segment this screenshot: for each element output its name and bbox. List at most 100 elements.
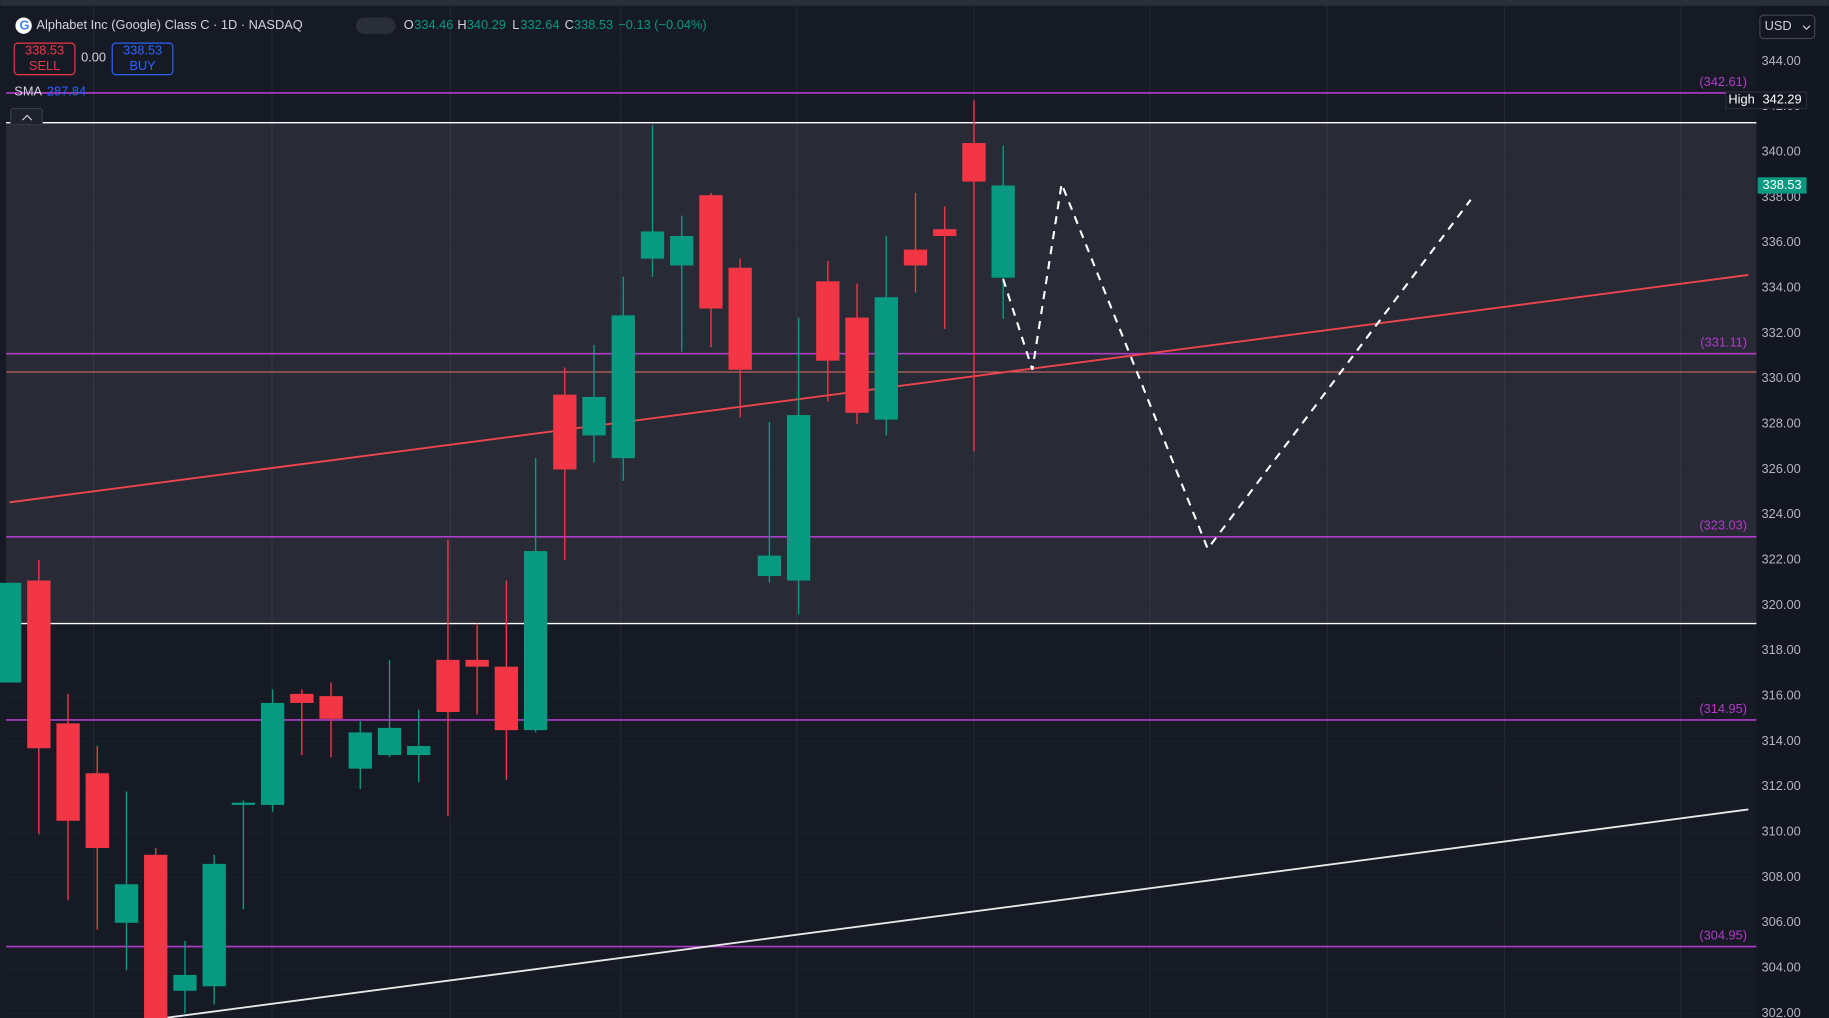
- buy-button[interactable]: [111, 42, 174, 76]
- candle-body: [728, 267, 752, 370]
- trendline: [164, 808, 1749, 1018]
- last-price: 338.53: [1762, 177, 1801, 192]
- candle-body: [699, 195, 723, 309]
- y-tick-label: 334.00: [1762, 280, 1801, 295]
- candle-body: [845, 317, 869, 413]
- candle-body: [144, 854, 168, 1018]
- candle-body: [377, 727, 402, 756]
- ohlc-key: C: [565, 17, 574, 32]
- y-tick-label: 306.00: [1762, 914, 1801, 929]
- candle-body: [494, 666, 519, 731]
- candle-body: [436, 659, 460, 712]
- symbol-title: Alphabet Inc (Google) Class C · 1D · NAS…: [36, 17, 302, 32]
- candle-body: [231, 802, 256, 805]
- y-tick-label: 332.00: [1762, 325, 1801, 340]
- ohlc-key: L: [512, 17, 519, 32]
- axis-labels: 302.00 304.00 306.00 308.00 310.00 312.00 314.…: [1725, 53, 1808, 1018]
- ohlc-key: H: [457, 17, 466, 32]
- y-tick-label: 328.00: [1762, 416, 1801, 431]
- logo: [15, 17, 32, 34]
- change: −0.13 (−0.04%): [618, 17, 706, 32]
- candle-body: [670, 235, 694, 266]
- candle-body: [903, 249, 928, 266]
- ohlc-value: 338.53: [574, 17, 613, 32]
- buy-price: 338.53: [123, 43, 162, 58]
- candle-body: [611, 315, 635, 459]
- y-tick-label: 330.00: [1762, 370, 1801, 385]
- y-tick-label: 324.00: [1762, 506, 1801, 521]
- currency-caret: [1802, 25, 1811, 30]
- buy-label: BUY: [129, 58, 156, 73]
- high-badge: [1725, 91, 1808, 109]
- indicator-name: SMA: [14, 84, 42, 99]
- y-tick-label: 314.00: [1762, 733, 1801, 748]
- currency: USD: [1765, 18, 1792, 33]
- level-label: (304.95): [1699, 927, 1747, 942]
- candle-body: [290, 693, 314, 703]
- candle-body: [991, 185, 1015, 278]
- header: G Alphabet Inc (Google) Class C · 1D · N…: [10, 14, 1816, 126]
- ohlc-value: 340.29: [467, 17, 506, 32]
- high-value: 342.29: [1762, 92, 1801, 107]
- y-tick-label: 310.00: [1762, 824, 1801, 839]
- y-tick-label: 326.00: [1762, 461, 1801, 476]
- ohlc-value: 334.46: [414, 17, 453, 32]
- candle-body: [348, 732, 372, 769]
- candle-body: [56, 723, 80, 821]
- projection: [1002, 179, 1472, 551]
- price-axis: [1756, 5, 1829, 1018]
- y-tick-label: 312.00: [1762, 778, 1801, 793]
- candle-body: [260, 702, 285, 805]
- candle-body: [553, 394, 577, 470]
- candle-body: [757, 555, 782, 576]
- level-label: (342.61): [1699, 74, 1747, 89]
- indicator-value: 287.84: [47, 84, 86, 99]
- top-bar: [0, 0, 1829, 6]
- sell-button[interactable]: [13, 42, 76, 76]
- y-tick-label: 316.00: [1762, 688, 1801, 703]
- level-label: (314.95): [1699, 701, 1747, 716]
- candle-body: [816, 281, 840, 361]
- candle-body: [640, 231, 665, 259]
- candle-body: [962, 143, 986, 182]
- last-price-badge: [1757, 177, 1807, 194]
- candle-body: [173, 974, 197, 991]
- y-tick-label: 318.00: [1762, 642, 1801, 657]
- candle-body: [582, 396, 606, 436]
- level-label: (323.03): [1699, 518, 1747, 533]
- y-tick-label: 304.00: [1762, 960, 1801, 975]
- status-pill: [355, 17, 396, 34]
- candle-body: [114, 884, 139, 923]
- plot: (342.61) (331.11) (323.03) (314.95) (304.95): [0, 61, 1757, 1018]
- high-label: High: [1728, 92, 1754, 107]
- ohlc-value: 332.64: [520, 17, 559, 32]
- candle-body: [27, 580, 51, 749]
- collapse-icon: [22, 114, 33, 121]
- spread: 0.00: [81, 50, 106, 65]
- candle-body: [319, 696, 343, 719]
- candle-body: [465, 659, 489, 667]
- level-label: (331.11): [1700, 335, 1747, 350]
- candle-body: [407, 745, 431, 756]
- candle-body: [85, 773, 109, 848]
- candle-body: [874, 297, 898, 420]
- logo-letter: G: [20, 18, 30, 33]
- y-tick-label: 308.00: [1762, 869, 1801, 884]
- sell-label: SELL: [29, 58, 60, 73]
- y-tick-label: 302.00: [1762, 1005, 1801, 1018]
- ohlc-key: O: [404, 17, 414, 32]
- currency-button[interactable]: [1759, 14, 1816, 40]
- y-tick-label: 340.00: [1762, 144, 1801, 159]
- sell-price: 338.53: [25, 43, 64, 58]
- candle-body: [202, 863, 226, 987]
- candle-body: [0, 582, 22, 683]
- candle-body: [786, 415, 811, 581]
- candle-body: [523, 551, 548, 731]
- candle-body: [933, 229, 957, 236]
- y-tick-label: 320.00: [1762, 597, 1801, 612]
- y-tick-label: 336.00: [1762, 234, 1801, 249]
- y-tick-label: 344.00: [1762, 53, 1801, 68]
